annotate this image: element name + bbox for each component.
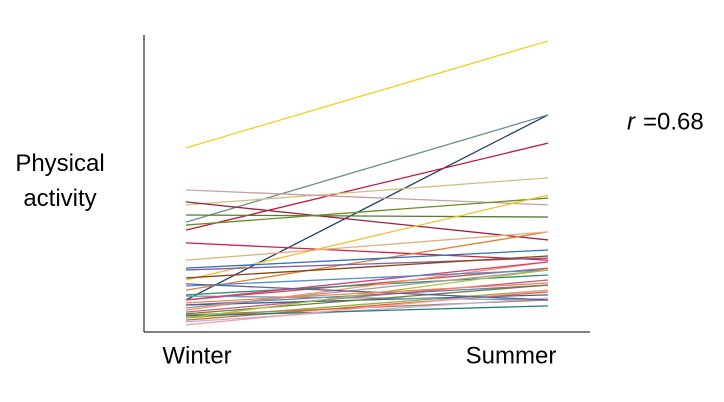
slope-line: [185, 269, 549, 287]
slope-line: [185, 269, 549, 319]
slope-line: [185, 197, 549, 226]
slope-line: [185, 242, 549, 261]
slope-line: [185, 261, 549, 301]
slope-line: [185, 289, 549, 319]
slope-line: [185, 214, 549, 218]
slope-line: [185, 284, 549, 315]
slope-line: [185, 295, 549, 301]
slope-line: [185, 114, 549, 301]
slope-line: [185, 114, 549, 223]
y-axis-label: Physical activity: [15, 150, 105, 212]
slope-line: [185, 289, 549, 326]
slope-line: [185, 283, 549, 301]
slope-line: [185, 267, 549, 301]
slope-line: [185, 231, 549, 261]
slope-line: [185, 194, 549, 281]
slope-line: [185, 255, 549, 279]
slope-line: [185, 269, 549, 309]
slope-line: [185, 282, 549, 304]
slope-line: [185, 40, 549, 149]
slope-line: [185, 305, 549, 317]
annotation-value: =0.68: [643, 108, 704, 135]
slope-line: [185, 297, 549, 323]
slope-line: [185, 177, 549, 206]
slope-line: [185, 231, 549, 291]
slope-line: [185, 279, 549, 313]
annotation-symbol: r: [627, 108, 636, 135]
x-tick-label: Summer: [466, 342, 557, 369]
slope-line: [185, 201, 549, 241]
x-tick-label: Winter: [162, 342, 231, 369]
slope-line: [185, 249, 549, 269]
